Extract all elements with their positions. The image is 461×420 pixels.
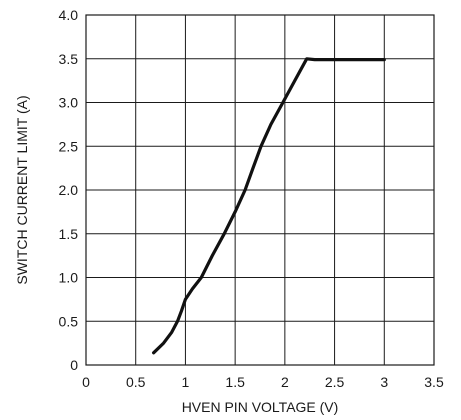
x-tick-label: 0.5	[126, 374, 146, 390]
y-tick-label: 2.0	[59, 182, 79, 198]
y-tick-label: 3.0	[59, 95, 79, 111]
series-line	[152, 57, 386, 355]
y-tick-label: 4.0	[59, 7, 79, 23]
grid	[86, 15, 434, 365]
x-tick-label: 2	[281, 374, 289, 390]
x-tick-label: 1	[182, 374, 190, 390]
x-tick-label: 1.5	[225, 374, 245, 390]
y-tick-label: 0.5	[59, 313, 79, 329]
y-tick-label: 2.5	[59, 138, 79, 154]
y-axis-tick-labels: 0 0.5 1.0 1.5 2.0 2.5 3.0 3.5 4.0	[59, 7, 79, 373]
y-tick-label: 1.0	[59, 270, 79, 286]
x-tick-label: 3.5	[424, 374, 444, 390]
x-axis-tick-labels: 0 0.5 1 1.5 2 2.5 3 3.5	[82, 374, 444, 390]
x-tick-label: 3	[380, 374, 388, 390]
x-axis-title: HVEN PIN VOLTAGE (V)	[182, 399, 339, 415]
y-tick-label: 1.5	[59, 226, 79, 242]
y-tick-label: 0	[70, 357, 78, 373]
x-tick-label: 0	[82, 374, 90, 390]
series-group	[152, 57, 386, 355]
y-tick-label: 3.5	[59, 51, 79, 67]
y-axis-title: SWITCH CURRENT LIMIT (A)	[14, 95, 30, 284]
x-tick-label: 2.5	[325, 374, 345, 390]
plot-frame	[85, 14, 435, 366]
